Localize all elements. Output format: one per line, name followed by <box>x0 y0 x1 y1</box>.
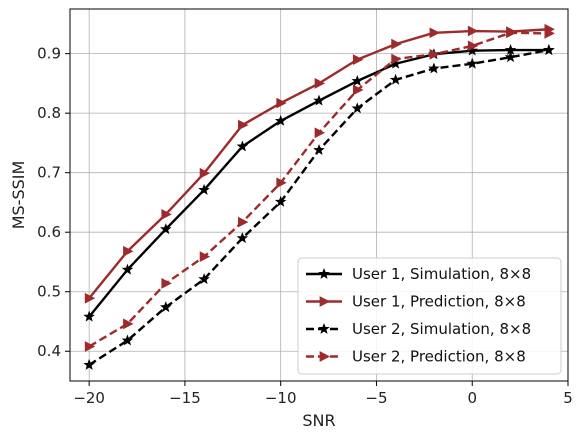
axis-ticks: −20 −15 −10 −5 0 5 0.4 0.5 0.6 0.7 0.8 0.9 <box>37 45 573 407</box>
data-point <box>276 177 287 189</box>
data-point <box>276 97 287 109</box>
legend-item: User 1, Prediction, 8×8 <box>306 293 526 311</box>
x-tick-label: −5 <box>365 389 387 407</box>
y-tick-label: 0.9 <box>37 45 61 63</box>
y-tick-label: 0.7 <box>37 164 61 182</box>
data-point <box>161 278 172 289</box>
x-tick-label: −10 <box>265 389 297 407</box>
data-point <box>161 208 172 220</box>
series-3 <box>83 44 555 370</box>
y-tick-label: 0.8 <box>37 104 61 122</box>
data-point <box>428 62 440 74</box>
x-tick-label: −15 <box>169 389 201 407</box>
legend-marker <box>318 267 330 279</box>
data-point <box>429 27 440 39</box>
data-point <box>274 114 287 126</box>
y-axis-label: MS-SSIM <box>9 161 28 230</box>
data-point <box>238 119 249 131</box>
data-point <box>543 44 555 55</box>
legend-marker <box>319 296 331 307</box>
legend: User 1, Simulation, 8×8 User 1, Predictio… <box>297 257 562 375</box>
x-axis-label: SNR <box>302 411 335 430</box>
data-point <box>351 102 364 114</box>
legend-item: User 1, Simulation, 8×8 <box>306 265 531 283</box>
legend-marker <box>318 322 330 334</box>
data-point <box>314 127 326 139</box>
data-point <box>199 167 211 179</box>
legend-item: User 2, Prediction, 8×8 <box>306 348 526 366</box>
data-point <box>466 57 478 69</box>
data-point <box>467 25 479 37</box>
data-point <box>123 318 134 330</box>
data-point <box>123 245 134 257</box>
data-point <box>352 54 364 65</box>
data-point <box>313 144 325 155</box>
data-point <box>199 251 211 262</box>
data-point <box>351 74 364 86</box>
data-point <box>313 94 325 106</box>
legend-box <box>297 257 562 375</box>
data-point <box>121 263 134 275</box>
data-point <box>389 73 402 85</box>
x-tick-label: −20 <box>73 389 105 407</box>
data-point <box>274 195 287 207</box>
y-tick-label: 0.6 <box>37 223 61 241</box>
y-tick-label: 0.4 <box>37 342 61 360</box>
legend-item: User 2, Simulation, 8×8 <box>306 320 531 338</box>
data-point <box>544 28 555 39</box>
data-point <box>506 27 517 39</box>
series-4 <box>84 27 555 352</box>
legend-label: User 2, Prediction, 8×8 <box>352 348 526 366</box>
data-point <box>391 53 402 65</box>
data-point <box>84 341 96 352</box>
data-point <box>198 183 210 195</box>
legend-label: User 2, Simulation, 8×8 <box>352 320 531 338</box>
legend-marker <box>319 351 331 362</box>
legend-label: User 1, Prediction, 8×8 <box>352 293 526 311</box>
data-point <box>83 310 95 322</box>
data-point <box>160 223 172 235</box>
data-point <box>314 78 326 89</box>
data-point <box>391 38 402 50</box>
data-point <box>467 40 479 52</box>
legend-label: User 1, Simulation, 8×8 <box>352 265 531 283</box>
data-point <box>198 273 210 285</box>
data-point <box>84 292 96 304</box>
data-point <box>238 216 249 228</box>
data-point <box>504 51 517 63</box>
y-tick-label: 0.5 <box>37 283 61 301</box>
data-point <box>83 358 95 370</box>
series-1 <box>83 44 555 322</box>
data-point <box>236 232 249 244</box>
plot-frame <box>69 8 569 382</box>
data-point <box>352 84 364 96</box>
x-tick-label: 0 <box>467 389 477 407</box>
data-point <box>121 334 134 346</box>
series-group <box>83 23 555 370</box>
data-point <box>429 48 440 60</box>
x-tick-label: 5 <box>563 389 573 407</box>
data-point <box>160 301 172 313</box>
data-point <box>236 140 249 152</box>
